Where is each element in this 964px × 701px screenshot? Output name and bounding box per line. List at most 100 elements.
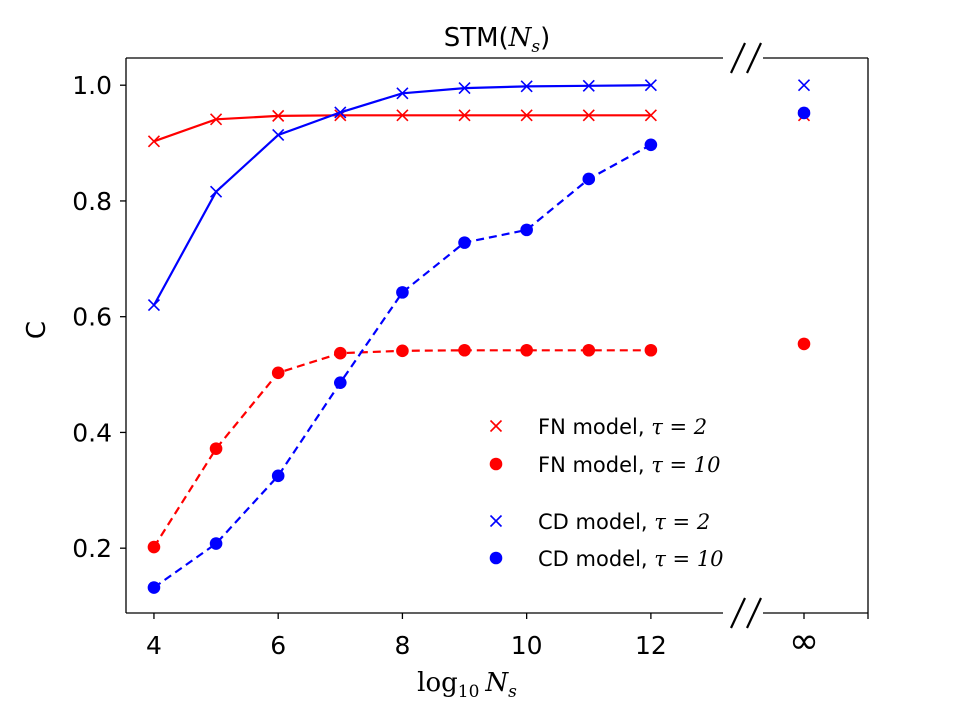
series-4-point [458,236,471,249]
y-tick-label: 0.2 [72,534,112,563]
series-1-point-stroke-b [458,109,471,122]
series-1-point-stroke-b [396,109,409,122]
legend-marker-1 [489,419,503,433]
legend-marker-4 [489,551,503,565]
series-3-point [334,106,347,119]
series-3-point [210,185,223,198]
series-2-point [147,540,161,554]
series-3-point-stroke-b [644,79,657,92]
series-3-point-stroke-b [147,299,161,312]
series-3-point-stroke-b [458,82,471,95]
x-tick-label-infinity: ∞ [789,621,819,662]
series-1-point [396,109,409,122]
series-1-point-stroke-b [210,113,223,126]
legend-label-param: τ = 10 [651,453,720,477]
legend-label-1: FN model, τ = 2 [538,415,707,439]
y-tick-label: 1.0 [72,71,112,100]
series-2-infinity-point [797,337,811,351]
series-1-point [582,109,595,122]
series-3-point-stroke-b [520,80,533,93]
legend-label-4: CD model, τ = 10 [538,547,724,571]
series-3-point [396,87,409,100]
chart-title: STM(Ns) [444,23,551,57]
x-tick-label: 8 [394,631,410,660]
series-2-point [209,442,223,455]
series-3-point [644,79,657,92]
series-3-point-stroke-b [396,87,409,100]
y-tick-label: 0.6 [72,303,112,332]
legend-entry-3: CD model, τ = 2 [489,510,710,534]
axis-break-mark-bottom-1 [730,597,746,629]
legend-marker-1-stroke-b [489,419,503,433]
series-1-point-stroke-b [272,109,285,122]
series-3-point [458,82,471,95]
series-3-point-stroke-b [582,79,595,92]
series-3-infinity-point [797,79,811,92]
series-3-point-stroke-b [210,185,223,198]
legend-entry-1: FN model, τ = 2 [489,415,707,439]
series-1-point [147,135,161,148]
x-axis-label-fn: log [417,668,458,698]
series-2-point [644,343,658,357]
series-4-point [334,376,347,389]
series-4-point [644,138,658,152]
x-axis-label: log10 Ns [417,668,517,701]
series-4-point [209,537,223,550]
series-4-point [520,223,533,237]
series-layer [147,79,811,594]
y-tick-label: 0.8 [72,187,112,216]
legend-label-text: CD model, [538,547,654,571]
series-2-point [334,346,347,360]
series-1 [147,109,811,148]
series-1-point [272,109,285,122]
legend-marker-2 [489,457,503,471]
series-4-point [582,172,596,186]
legend-marker-3-stroke-b [489,514,503,528]
legend-label-2: FN model, τ = 10 [538,453,721,477]
x-tick-label: 10 [511,631,543,660]
series-2 [147,337,811,554]
chart-title-var: N [508,23,533,53]
series-4-infinity-point [797,106,811,120]
series-1-point-stroke-b [520,109,533,122]
x-axis-label-var: N [484,668,509,698]
series-2-point [271,366,285,380]
series-2-point [458,343,471,357]
series-4-point [396,286,409,299]
legend-label-3: CD model, τ = 2 [538,510,710,534]
axis-break-mark-top-2 [746,42,762,74]
series-1-point [644,109,657,122]
series-3-infinity-point-stroke-b [797,79,811,92]
series-3-point [147,299,161,312]
series-1-point [210,113,223,126]
legend-entry-2: FN model, τ = 10 [489,453,721,477]
legend-label-text: FN model, [538,453,651,477]
series-2-point [396,344,409,358]
legend-label-param: τ = 10 [654,547,723,571]
series-1-point [520,109,533,122]
legend-entry-4: CD model, τ = 10 [489,547,724,571]
y-axis-label: C [22,321,52,339]
chart-title-main: STM( [444,23,509,53]
series-3-point-stroke-b [272,128,285,142]
series-1-point-stroke-b [644,109,657,122]
series-4 [147,106,811,594]
x-axis-label-base: 10 [458,682,480,701]
legend-marker-3 [489,514,503,528]
series-1-point-stroke-b [582,109,595,122]
series-1-point [458,109,471,122]
series-4-line [153,143,652,589]
series-2-point [582,343,596,357]
series-2-point [520,343,533,357]
x-tick-label: 12 [635,631,667,660]
series-3-point [272,128,285,142]
chart-title-close: ) [540,23,550,53]
legend-label-text: FN model, [538,415,651,439]
series-3 [147,79,811,312]
series-4-point [147,581,161,594]
chart-title-sub: s [531,37,540,57]
x-tick-label: 4 [146,631,162,660]
series-3-point [520,80,533,93]
